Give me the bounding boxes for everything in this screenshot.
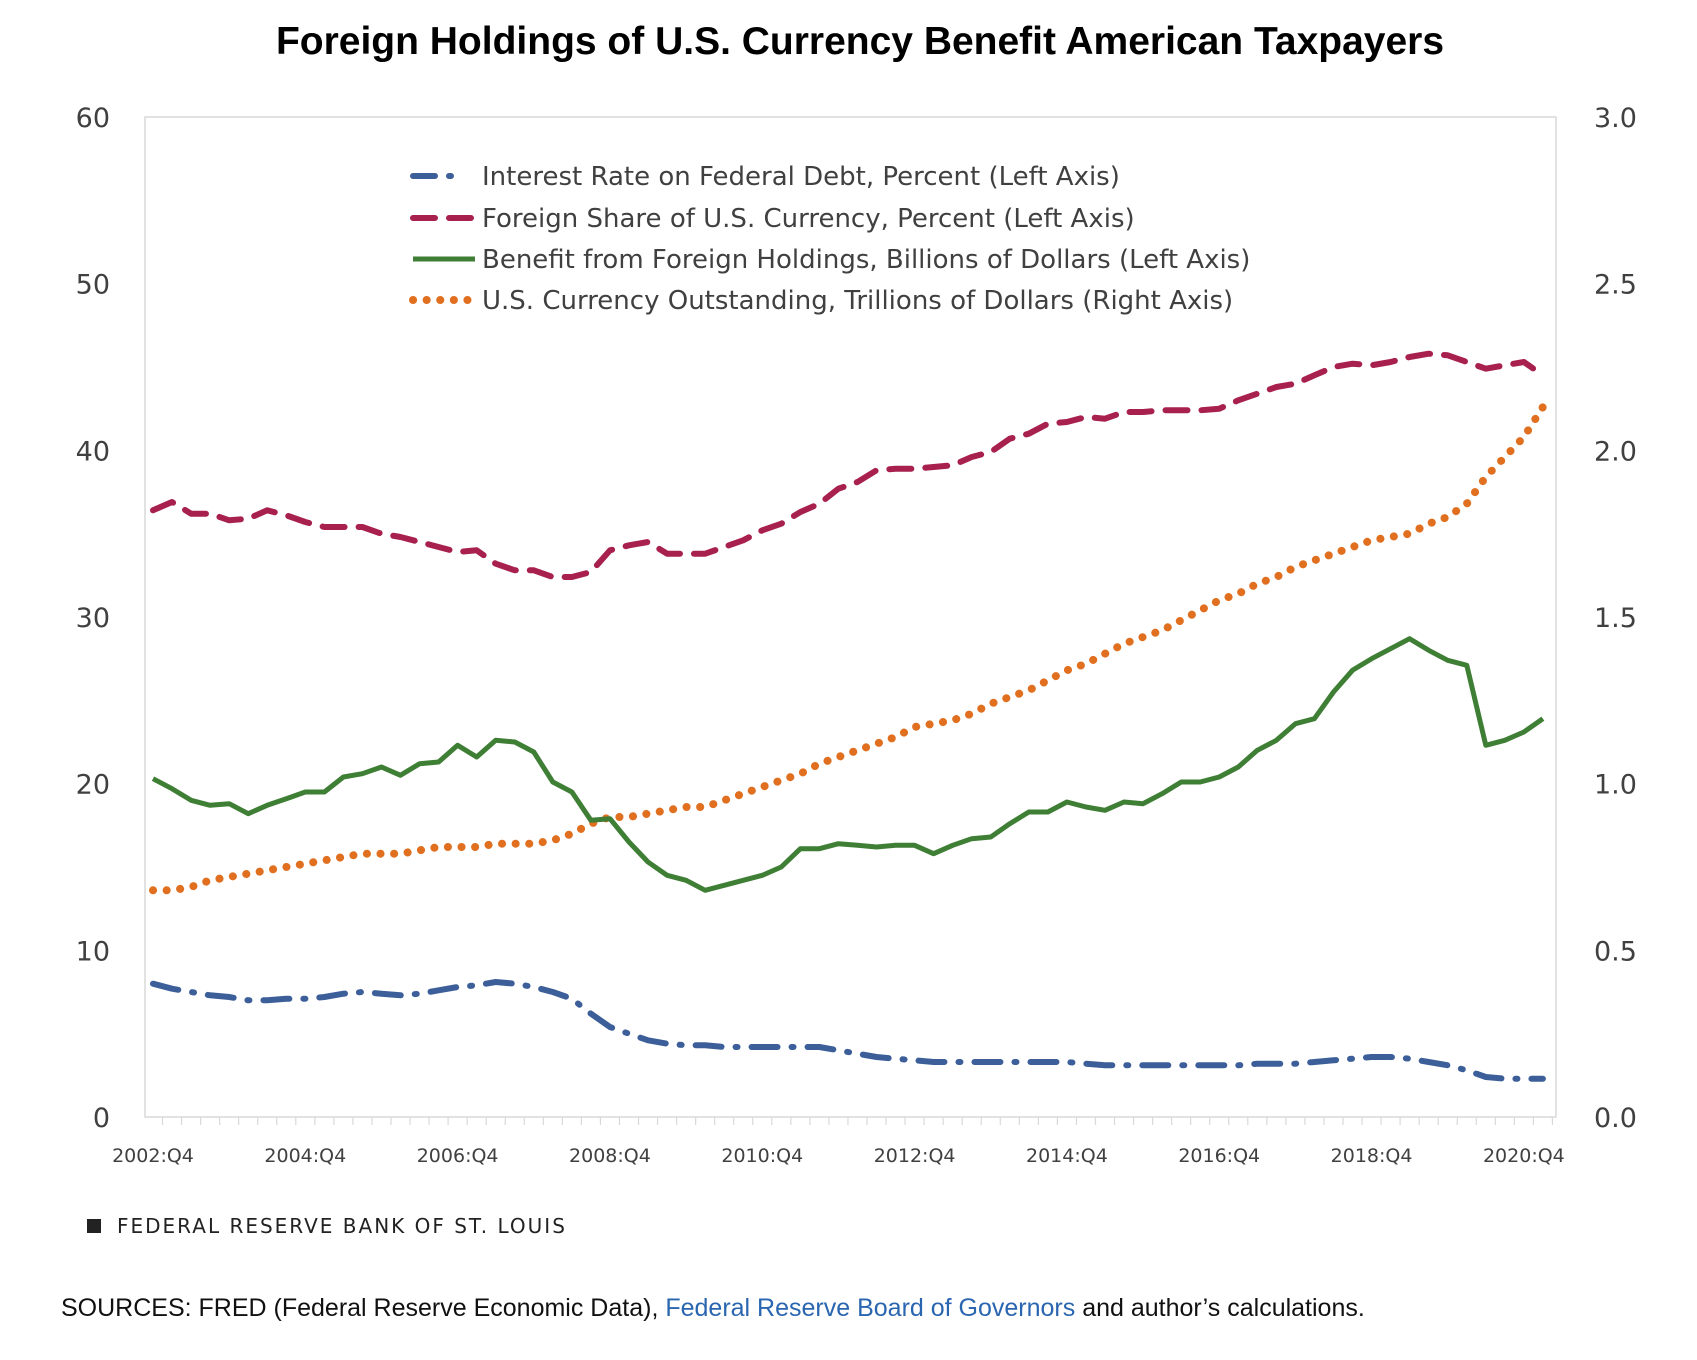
sources-suffix: and author’s calculations. (1075, 1294, 1365, 1322)
series-line-1 (150, 350, 1546, 580)
sources-link[interactable]: Federal Reserve Board of Governors (665, 1294, 1076, 1322)
series-line-0 (150, 979, 1546, 1082)
x-tick-label: 2004:Q4 (264, 1145, 346, 1167)
plot-area (144, 116, 1557, 1118)
y-left-tick-label: 30 (76, 603, 110, 634)
x-tick-label: 2014:Q4 (1026, 1145, 1108, 1167)
y-left-tick-label: 0 (93, 1103, 110, 1134)
legend-label: Benefit from Foreign Holdings, Billions … (482, 245, 1250, 275)
legend-label: U.S. Currency Outstanding, Trillions of … (482, 286, 1233, 316)
series-line-2 (151, 636, 1545, 893)
y-left-tick-label: 10 (76, 936, 110, 967)
y-right-tick-label: 3.0 (1594, 103, 1637, 134)
x-tick-label: 2002:Q4 (112, 1145, 194, 1167)
y-right-tick-label: 2.5 (1594, 270, 1637, 301)
sources-prefix: SOURCES: FRED (Federal Reserve Economic … (61, 1294, 666, 1322)
x-tick-label: 2008:Q4 (569, 1145, 651, 1167)
y-right-tick-label: 0.0 (1594, 1103, 1637, 1134)
y-right-tick-label: 1.0 (1594, 770, 1637, 801)
y-left-tick-label: 40 (76, 436, 110, 467)
x-tick-label: 2006:Q4 (417, 1145, 499, 1167)
y-right-tick-label: 0.5 (1594, 936, 1637, 967)
chart-title: Foreign Holdings of U.S. Currency Benefi… (276, 20, 1444, 63)
y-axes: 0 0.0 10 0.5 20 1.0 30 1.5 40 2.0 50 2.5 60 3.0 (76, 103, 1637, 1134)
x-tick-label: 2018:Q4 (1331, 1145, 1413, 1167)
x-tick-label: 2012:Q4 (874, 1145, 956, 1167)
x-axis: 2002:Q4 2004:Q4 2006:Q4 2008:Q4 2010:Q4 2012:… (112, 1117, 1565, 1167)
brand-text: FEDERAL RESERVE BANK OF ST. LOUIS (117, 1214, 567, 1238)
legend: Interest Rate on Federal Debt, Percent (… (409, 162, 1250, 316)
sources-note: SOURCES: FRED (Federal Reserve Economic … (61, 1294, 1365, 1323)
y-right-tick-label: 1.5 (1594, 603, 1637, 634)
x-tick-label: 2016:Q4 (1178, 1145, 1260, 1167)
y-left-tick-label: 20 (76, 770, 110, 801)
legend-label: Interest Rate on Federal Debt, Percent (… (482, 162, 1120, 192)
fed-brand: FEDERAL RESERVE BANK OF ST. LOUIS (87, 1214, 567, 1238)
y-left-tick-label: 60 (76, 103, 110, 134)
legend-label: Foreign Share of U.S. Currency, Percent … (482, 204, 1135, 234)
series-lines (149, 350, 1547, 1082)
y-right-tick-label: 2.0 (1594, 436, 1637, 467)
brand-square-icon (87, 1219, 101, 1233)
x-tick-label: 2020:Q4 (1483, 1145, 1565, 1167)
y-left-tick-label: 50 (76, 270, 110, 301)
x-tick-label: 2010:Q4 (721, 1145, 803, 1167)
